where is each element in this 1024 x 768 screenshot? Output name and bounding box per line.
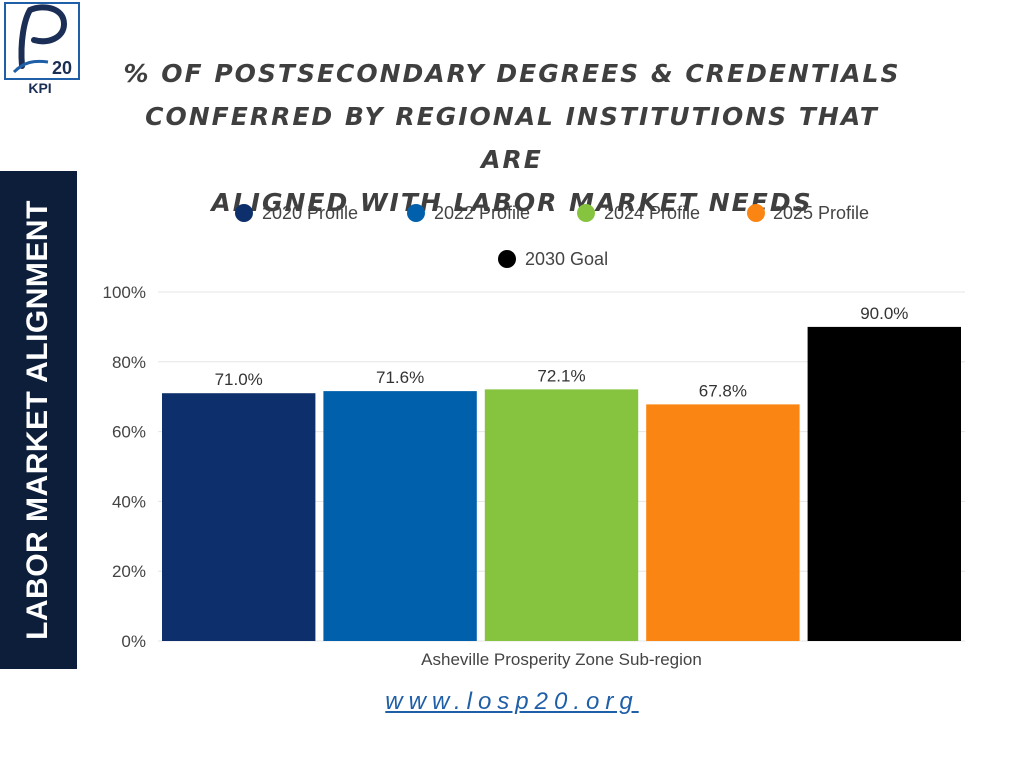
bar — [807, 326, 961, 641]
legend-swatch — [498, 250, 516, 268]
website-link[interactable]: www.losp20.org — [385, 688, 639, 715]
y-tick-label: 40% — [112, 492, 146, 511]
chart-title: % OF POSTSECONDARY DEGREES & CREDENTIALS… — [110, 52, 914, 224]
bar-value-label: 71.6% — [376, 368, 424, 387]
svg-text:20: 20 — [52, 58, 72, 78]
legend-swatch — [577, 204, 595, 222]
losp20-logo: 20 — [4, 2, 80, 80]
chart-title-line: ALIGNED WITH LABOR MARKET NEEDS — [211, 188, 813, 217]
y-axis: 0% 20% 40% 60% 80% 100% — [103, 283, 146, 651]
x-category-label: Asheville Prosperity Zone Sub-region — [421, 650, 702, 669]
chart-legend: 2020 Profile 2022 Profile 2024 Profile 2025… — [235, 203, 869, 269]
bar-value-label: 67.8% — [699, 381, 747, 400]
bar-value-label: 72.1% — [537, 366, 585, 385]
legend-item: 2022 Profile — [407, 203, 530, 223]
legend-label: 2020 Profile — [262, 203, 358, 223]
legend-item: 2024 Profile — [577, 203, 700, 223]
chart-data-labels: 71.0% 71.6% 72.1% 67.8% 90.0% — [215, 304, 909, 400]
y-tick-label: 0% — [121, 632, 146, 651]
bar — [646, 404, 800, 641]
logo-mark: 20 — [4, 2, 80, 80]
logo-caption: KPI — [28, 80, 52, 96]
y-tick-label: 20% — [112, 562, 146, 581]
legend-item: 2025 Profile — [747, 203, 869, 223]
bar — [484, 389, 639, 641]
legend-item: 2020 Profile — [235, 203, 358, 223]
side-category-panel: LABOR MARKET ALIGNMENT — [0, 171, 77, 669]
y-tick-label: 100% — [103, 283, 146, 302]
legend-swatch — [747, 204, 765, 222]
legend-label: 2030 Goal — [525, 249, 608, 269]
bar — [323, 391, 477, 641]
legend-item: 2030 Goal — [498, 249, 608, 269]
chart-bars — [162, 326, 961, 641]
legend-label: 2024 Profile — [604, 203, 700, 223]
legend-swatch — [235, 204, 253, 222]
y-tick-label: 60% — [112, 423, 146, 442]
x-axis: Asheville Prosperity Zone Sub-region — [421, 650, 702, 669]
bar-value-label: 90.0% — [860, 304, 908, 323]
legend-label: 2025 Profile — [773, 203, 869, 223]
chart-title-line: CONFERRED BY REGIONAL INSTITUTIONS THAT … — [145, 102, 879, 174]
chart-title-line: % OF POSTSECONDARY DEGREES & CREDENTIALS — [123, 59, 901, 88]
bar — [162, 393, 316, 641]
y-tick-label: 80% — [112, 353, 146, 372]
legend-label: 2022 Profile — [434, 203, 530, 223]
legend-swatch — [407, 204, 425, 222]
bar-value-label: 71.0% — [215, 370, 263, 389]
